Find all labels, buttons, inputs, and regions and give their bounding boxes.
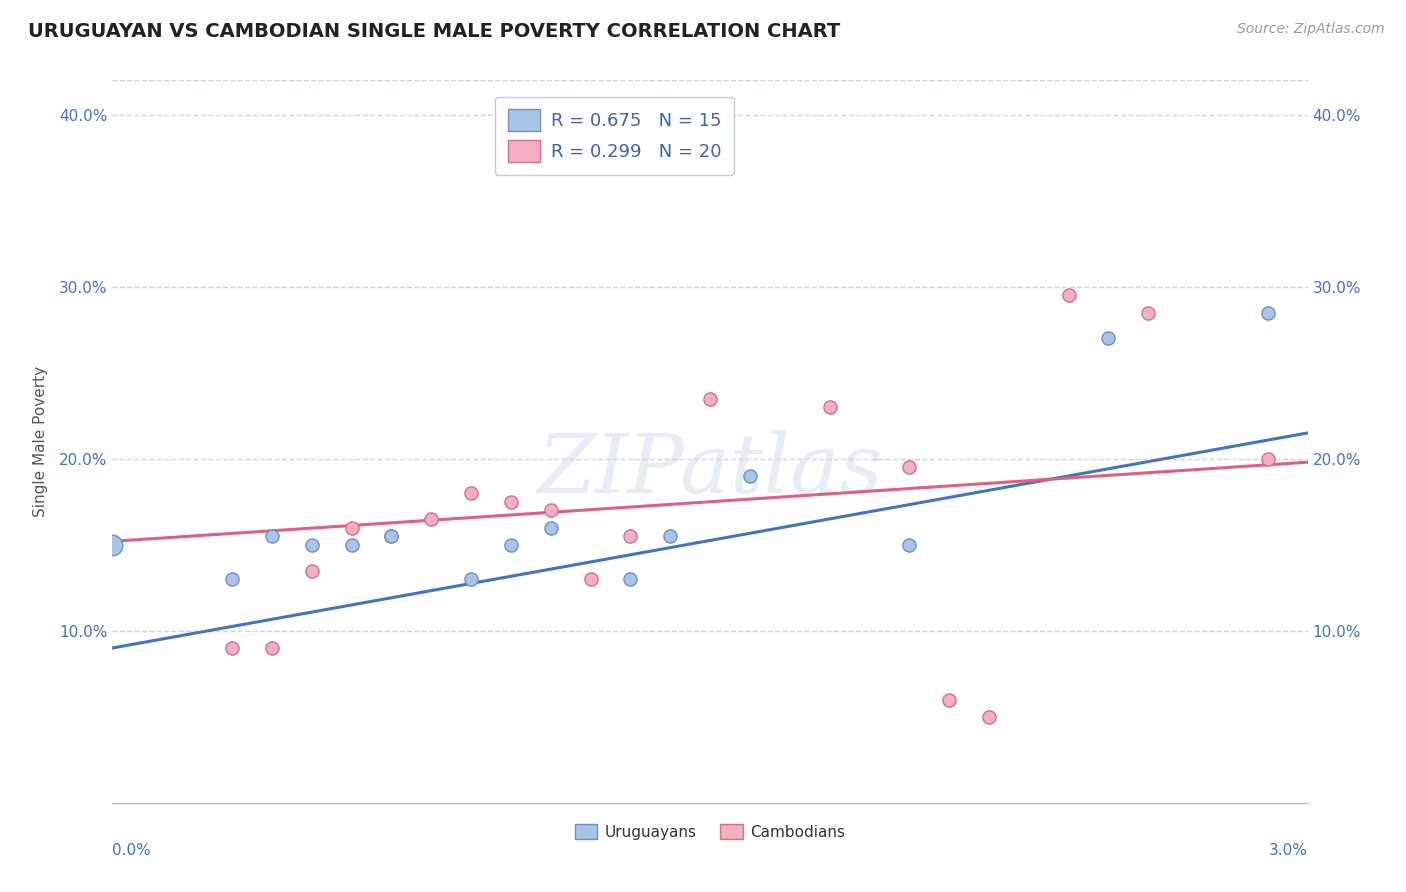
Point <box>499 494 522 508</box>
Point <box>977 710 1000 724</box>
Text: URUGUAYAN VS CAMBODIAN SINGLE MALE POVERTY CORRELATION CHART: URUGUAYAN VS CAMBODIAN SINGLE MALE POVER… <box>28 22 841 41</box>
Point <box>579 572 602 586</box>
Point <box>101 538 124 552</box>
Point <box>340 538 363 552</box>
Point <box>380 529 402 543</box>
Point <box>340 520 363 534</box>
Point <box>420 512 443 526</box>
Point <box>460 486 482 500</box>
Point <box>938 692 960 706</box>
Point <box>659 529 682 543</box>
Point <box>818 400 841 414</box>
Point <box>699 392 721 406</box>
Point <box>1257 305 1279 319</box>
Text: ZIPatlas: ZIPatlas <box>537 431 883 510</box>
Point <box>260 529 283 543</box>
Point <box>540 503 562 517</box>
Text: 0.0%: 0.0% <box>112 843 152 857</box>
Point <box>1257 451 1279 466</box>
Point <box>460 572 482 586</box>
Point <box>619 572 641 586</box>
Point <box>898 538 921 552</box>
Text: Source: ZipAtlas.com: Source: ZipAtlas.com <box>1237 22 1385 37</box>
Point <box>101 538 124 552</box>
Point <box>540 520 562 534</box>
Point <box>1137 305 1160 319</box>
Text: 3.0%: 3.0% <box>1268 843 1308 857</box>
Point <box>619 529 641 543</box>
Point <box>738 469 761 483</box>
Y-axis label: Single Male Poverty: Single Male Poverty <box>32 366 48 517</box>
Point <box>1057 288 1080 302</box>
Point <box>499 538 522 552</box>
Point <box>221 572 243 586</box>
Point <box>260 640 283 655</box>
Point <box>1097 331 1119 345</box>
Point <box>380 529 402 543</box>
Point <box>301 564 323 578</box>
Legend: R = 0.675   N = 15, R = 0.299   N = 20: R = 0.675 N = 15, R = 0.299 N = 20 <box>495 96 734 175</box>
Point <box>301 538 323 552</box>
Point <box>221 640 243 655</box>
Point <box>898 460 921 475</box>
